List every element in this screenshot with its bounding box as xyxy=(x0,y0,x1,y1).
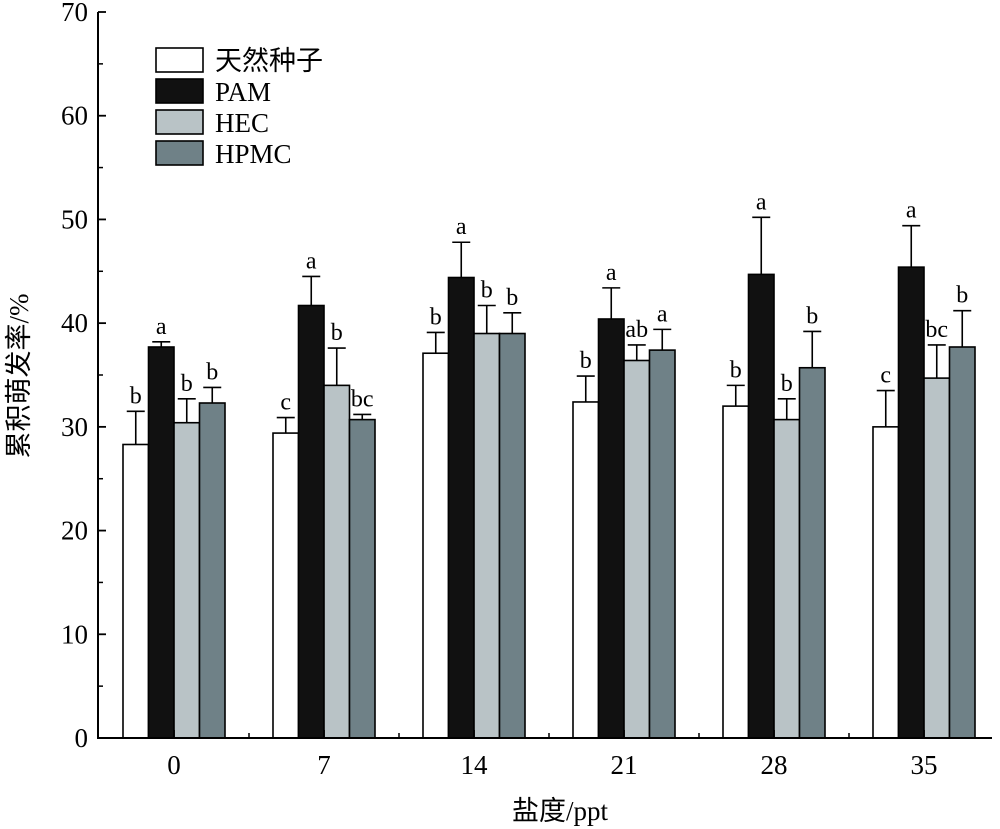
y-tick-label: 30 xyxy=(61,412,88,442)
x-tick-label: 28 xyxy=(761,750,788,780)
significance-label: b xyxy=(430,304,442,330)
bar-HEC-7 xyxy=(323,384,351,739)
significance-label: bc xyxy=(351,386,374,412)
significance-label: a xyxy=(156,314,167,340)
bar-天然种子-14 xyxy=(422,352,450,739)
significance-label: b xyxy=(730,357,742,383)
x-tick-label: 0 xyxy=(167,750,181,780)
significance-label: b xyxy=(481,278,493,304)
significance-label: c xyxy=(280,390,291,416)
significance-label: b xyxy=(506,285,518,311)
significance-label: a xyxy=(756,189,767,215)
bar-PAM-21 xyxy=(597,318,625,739)
legend-swatch xyxy=(155,140,204,166)
x-tick-label: 35 xyxy=(911,750,938,780)
significance-label: a xyxy=(906,198,917,224)
y-tick-label: 10 xyxy=(61,619,88,649)
y-tick-label: 60 xyxy=(61,101,88,131)
legend-label: PAM xyxy=(215,77,271,107)
x-axis-title: 盐度/ppt xyxy=(512,796,609,826)
bar-HEC-35 xyxy=(923,377,951,739)
significance-label: b xyxy=(206,359,218,385)
y-tick-label: 50 xyxy=(61,204,88,234)
significance-label: a xyxy=(606,260,617,286)
legend-swatch xyxy=(155,47,204,73)
error-bars-layer xyxy=(126,216,972,445)
y-axis-title: 累积萌发率/% xyxy=(4,294,34,459)
x-tick-label: 14 xyxy=(461,750,489,780)
bar-HPMC-35 xyxy=(948,346,976,739)
bar-天然种子-7 xyxy=(272,432,300,739)
x-tick-label: 7 xyxy=(317,750,331,780)
bar-HEC-28 xyxy=(773,418,801,739)
legend-swatch xyxy=(155,78,204,104)
x-tick-label: 21 xyxy=(611,750,638,780)
significance-label: b xyxy=(956,283,968,309)
significance-label: c xyxy=(880,363,891,389)
legend-label: 天然种子 xyxy=(215,46,323,76)
legend-label: HPMC xyxy=(215,139,292,169)
significance-label: b xyxy=(130,383,142,409)
legend-label: HEC xyxy=(215,108,269,138)
significance-label: a xyxy=(657,301,668,327)
bar-HEC-14 xyxy=(473,332,501,739)
significance-label: a xyxy=(306,248,317,274)
y-tick-label: 20 xyxy=(61,516,88,546)
bars-layer xyxy=(122,266,976,739)
significance-label: ab xyxy=(625,317,648,343)
bar-PAM-7 xyxy=(297,304,325,739)
significance-label: bc xyxy=(925,317,948,343)
bar-天然种子-21 xyxy=(572,401,600,739)
bar-HPMC-7 xyxy=(348,418,376,739)
bar-HEC-0 xyxy=(173,421,201,739)
significance-label: b xyxy=(781,371,793,397)
y-tick-label: 40 xyxy=(61,308,88,338)
bar-PAM-35 xyxy=(897,266,925,739)
bar-PAM-14 xyxy=(447,276,475,739)
axes-layer: 0 10 20 30 40 50 60 70 0 7 14 21 28 35 xyxy=(61,0,992,780)
bar-HPMC-0 xyxy=(198,402,226,739)
bar-天然种子-35 xyxy=(872,426,900,739)
bar-HEC-21 xyxy=(623,359,651,739)
bar-PAM-0 xyxy=(147,346,175,739)
bar-HPMC-14 xyxy=(498,332,526,739)
significance-label: b xyxy=(181,371,193,397)
significance-label: b xyxy=(580,348,592,374)
bar-PAM-28 xyxy=(747,273,775,739)
bar-HPMC-21 xyxy=(648,349,676,739)
bar-天然种子-0 xyxy=(122,443,150,739)
bar-天然种子-28 xyxy=(722,405,750,739)
legend-swatch xyxy=(155,109,204,135)
y-tick-label: 70 xyxy=(61,0,88,27)
significance-label: b xyxy=(331,320,343,346)
bar-HPMC-28 xyxy=(798,366,826,739)
significance-label: b xyxy=(806,303,818,329)
significance-label: a xyxy=(456,214,467,240)
y-tick-label: 0 xyxy=(75,723,89,753)
